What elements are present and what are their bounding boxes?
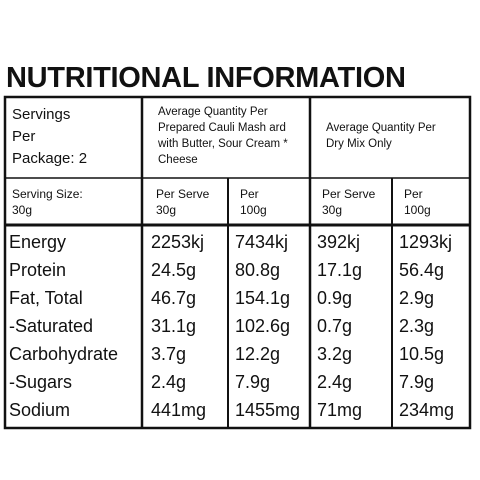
nutrient-value: 154.1g <box>235 288 291 308</box>
title: NUTRITIONAL INFORMATION <box>6 62 406 94</box>
nutrient-value: 441mg <box>151 400 207 420</box>
nutrient-value: 12.2g <box>235 344 281 364</box>
servings-line: Per <box>12 128 36 145</box>
serving-header-line: 100g <box>404 203 431 217</box>
nutrient-value: 80.8g <box>235 260 281 280</box>
dry-header: Average Quantity Per Dry Mix Only <box>326 122 436 150</box>
serving-header-line: Per <box>240 187 259 201</box>
nutrient-label: -Sugars <box>9 372 73 392</box>
nutrient-value: 10.5g <box>399 344 445 364</box>
serving-header-line: 30g <box>12 203 33 217</box>
serving-header-line: Per Serve <box>156 187 210 201</box>
serving-header: Serving Size: 30g <box>12 186 83 218</box>
nutrient-label: Fat, Total <box>9 288 83 308</box>
serving-header-line: 30g <box>322 203 343 217</box>
servings-line: Package: 2 <box>12 150 88 167</box>
nutrient-value: 17.1g <box>317 260 363 280</box>
nutrient-value: 3.7g <box>151 344 187 364</box>
nutrient-value: 7.9g <box>235 372 271 392</box>
prepared-header: Average Quantity Per Prepared Cauli Mash… <box>158 106 288 166</box>
serving-header: Per 100g <box>404 186 431 218</box>
nutrient-value: 2253kj <box>151 232 205 252</box>
nutrient-value: 1455mg <box>235 400 301 420</box>
nutrient-value: 0.7g <box>317 316 353 336</box>
serving-header-line: Per <box>404 187 423 201</box>
serving-header-line: Per Serve <box>322 187 376 201</box>
nutrient-value: 24.5g <box>151 260 197 280</box>
nutrient-value: 1293kj <box>399 232 453 252</box>
servings-line: Servings <box>12 106 71 123</box>
nutrient-value: 7434kj <box>235 232 289 252</box>
servings: Servings Per Package: 2 <box>12 104 87 170</box>
nutrient-value: 392kj <box>317 232 361 252</box>
nutrient-value: 0.9g <box>317 288 353 308</box>
nutrient-value: 2.4g <box>151 372 187 392</box>
nutrient-value: 234mg <box>399 400 455 420</box>
nutrient-value: 7.9g <box>399 372 435 392</box>
nutrient-value: 46.7g <box>151 288 197 308</box>
nutrient-label: Sodium <box>9 400 71 420</box>
nutrient-label: -Saturated <box>9 316 94 336</box>
nutrient-value: 102.6g <box>235 316 291 336</box>
nutrient-value: 56.4g <box>399 260 445 280</box>
serving-header: Per Serve 30g <box>156 186 209 218</box>
nutrient-value: 3.2g <box>317 344 353 364</box>
nutrient-value: 2.4g <box>317 372 353 392</box>
nutrient-value: 71mg <box>317 400 363 420</box>
nutrient-label: Energy <box>9 232 67 252</box>
nutrient-label: Carbohydrate <box>9 344 119 364</box>
serving-header: Per 100g <box>240 186 267 218</box>
serving-header-line: Serving Size: <box>12 187 83 201</box>
serving-header-line: 100g <box>240 203 267 217</box>
nutrient-value: 2.3g <box>399 316 435 336</box>
serving-header: Per Serve 30g <box>322 186 375 218</box>
nutrient-value: 2.9g <box>399 288 435 308</box>
nutrient-value: 31.1g <box>151 316 197 336</box>
nutrient-label: Protein <box>9 260 67 280</box>
serving-header-line: 30g <box>156 203 177 217</box>
